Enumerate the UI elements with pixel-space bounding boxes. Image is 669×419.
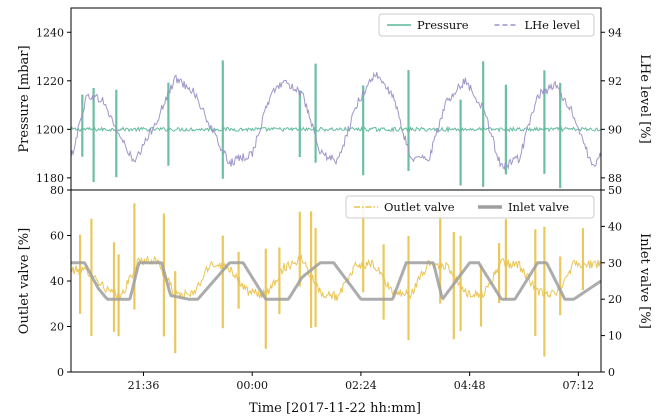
x-tick-label: 07:12: [562, 379, 594, 392]
legend-box: [378, 13, 595, 37]
x-tick-label: 00:00: [236, 379, 268, 392]
x-axis-label: Time [2017-11-22 hh:mm]: [249, 401, 421, 416]
top-panel: 1180 1200 1220 1240 88 90 92 94 Pressure [mbar] L…: [17, 7, 652, 191]
series-line-pressure: [71, 125, 601, 134]
legend-box: [345, 195, 595, 219]
y-right-tick-label: 20: [608, 293, 622, 306]
bottom-panel: 0 20 40 60 80 0 10 20 30 40 50 21:36 00:00 02:24 04:48…: [17, 184, 652, 392]
y-tick-label: 80: [50, 184, 64, 197]
y-axis-label: Pressure [mbar]: [17, 45, 32, 152]
y-right-tick-label: 10: [608, 330, 622, 343]
y-right-tick-label: 30: [608, 257, 622, 270]
y-right-tick-label: 88: [608, 172, 622, 185]
y-right-tick-label: 50: [608, 184, 622, 197]
legend-label: LHe level: [525, 18, 581, 32]
legend-label: Inlet valve: [508, 200, 569, 214]
y-tick-label: 20: [50, 321, 64, 334]
y-tick-label: 1240: [36, 26, 64, 39]
y-right-tick-label: 92: [608, 75, 622, 88]
y-axis-label: Outlet valve [%]: [17, 228, 32, 334]
y-right-tick-label: 0: [608, 366, 615, 379]
y-right-axis-label: Inlet valve [%]: [637, 233, 652, 329]
y-right-tick-label: 40: [608, 220, 622, 233]
plot-area: [71, 200, 601, 357]
x-tick-label: 21:36: [128, 379, 160, 392]
y-tick-label: 1200: [36, 123, 64, 136]
y-tick-label: 1220: [36, 75, 64, 88]
plot-area: [71, 60, 601, 189]
x-tick-label: 02:24: [345, 379, 377, 392]
y-tick-label: 60: [50, 230, 64, 243]
legend-label: Outlet valve: [384, 200, 455, 214]
series-line-lhe-level: [71, 71, 601, 171]
y-tick-label: 0: [57, 366, 64, 379]
y-right-tick-label: 90: [608, 123, 622, 136]
legend-label: Pressure: [417, 18, 469, 32]
series-line-inlet-valve: [71, 261, 601, 301]
y-tick-label: 1180: [36, 172, 64, 185]
y-right-tick-label: 94: [608, 26, 622, 39]
y-tick-label: 40: [50, 275, 64, 288]
x-tick-label: 04:48: [454, 379, 486, 392]
y-right-axis-label: LHe level [%]: [637, 54, 652, 143]
